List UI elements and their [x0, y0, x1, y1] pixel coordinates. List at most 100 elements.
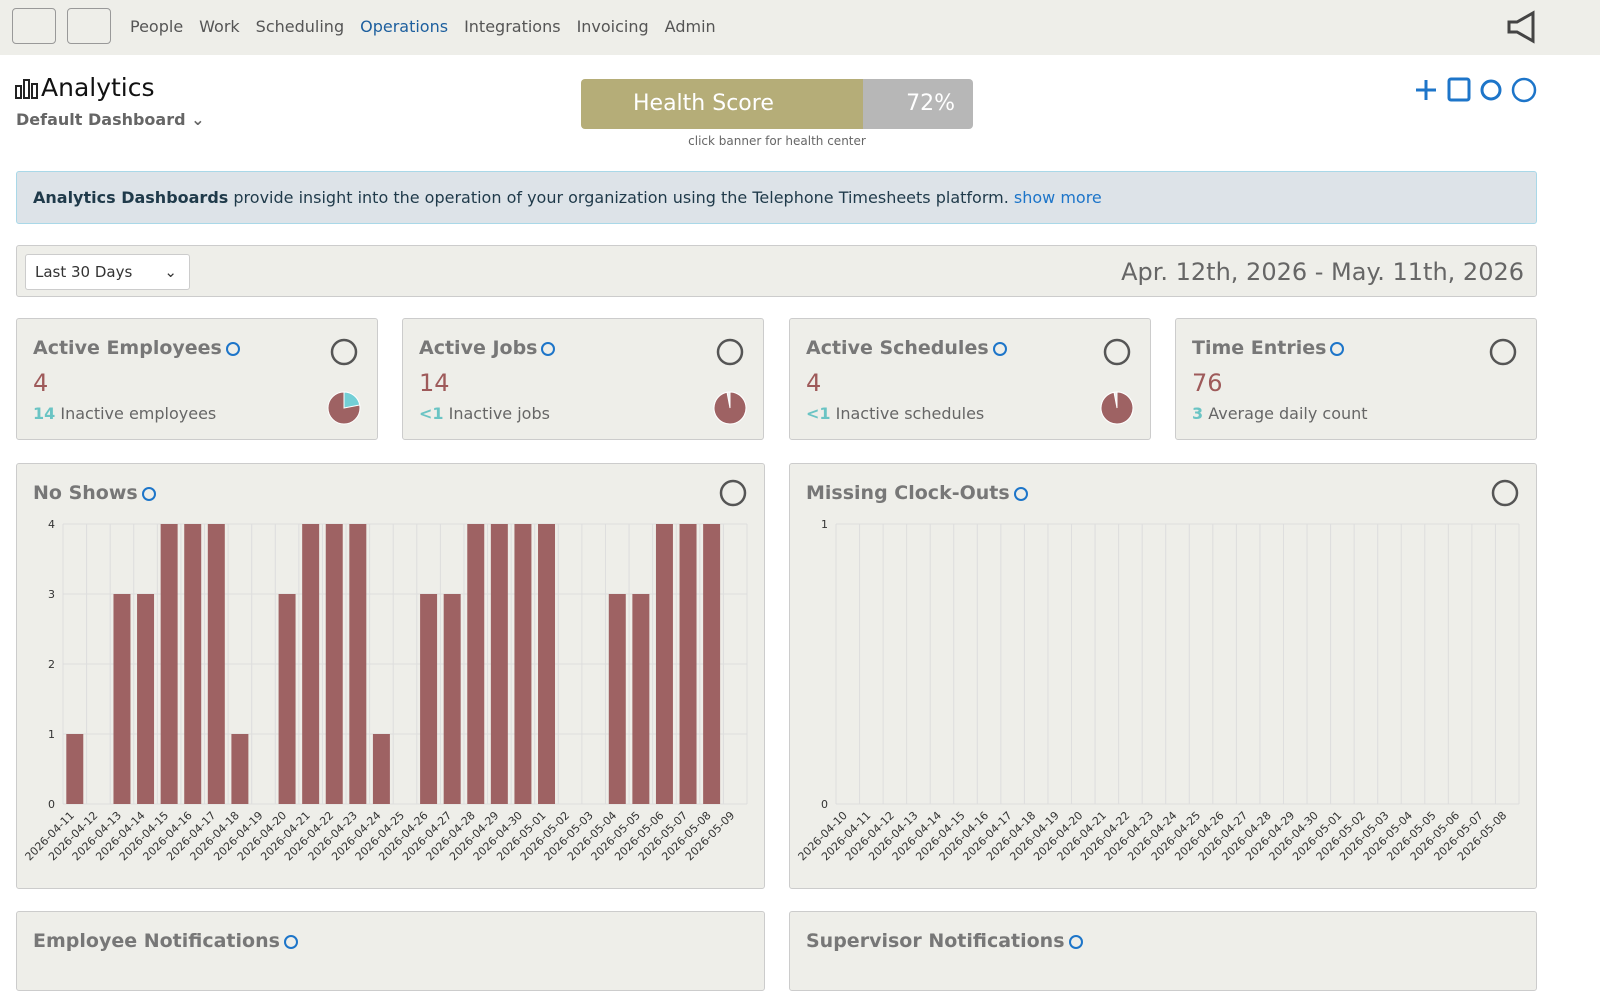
clock-icon: [1491, 479, 1519, 507]
card-sub-label: Inactive schedules: [835, 404, 985, 423]
mini-pie: [713, 391, 747, 425]
help-icon: [141, 486, 156, 501]
nav-items: People Work Scheduling Operations Integratio…: [130, 17, 716, 36]
bar: [349, 524, 367, 804]
bar: [490, 524, 508, 804]
card-sub-value: <1: [806, 404, 831, 423]
nav-item[interactable]: Work: [199, 17, 240, 36]
chart-title-text: Missing Clock-Outs: [806, 482, 1010, 504]
card-title-text: Active Schedules: [806, 337, 989, 359]
card-icon: [1103, 338, 1131, 366]
bar: [420, 594, 438, 804]
help-icon: [992, 341, 1007, 356]
card-sub-value: <1: [419, 404, 444, 423]
range-select-text: Last 30 Days: [35, 263, 133, 281]
menu-button[interactable]: [67, 8, 111, 44]
nav-bar: People Work Scheduling Operations Integratio…: [0, 0, 1600, 55]
y-tick-label: 3: [48, 588, 55, 601]
announce-icon[interactable]: [1505, 10, 1541, 44]
chart-panel: Missing Clock-Outs 0 1 2026-04-10 2026-04-11…: [789, 463, 1537, 889]
info-text: provide insight into the operation of yo…: [233, 188, 1009, 207]
y-tick-label: 1: [821, 518, 828, 531]
toolbar: [1416, 77, 1537, 103]
bar: [207, 524, 225, 804]
card-title: Active Jobs: [419, 337, 556, 359]
chart-title-text: No Shows: [33, 482, 138, 504]
card-icon: [1489, 338, 1517, 366]
y-tick-label: 0: [821, 798, 828, 811]
health-hint: click banner for health center: [688, 134, 866, 148]
chart: 012342026-04-112026-04-122026-04-132026-…: [23, 479, 748, 863]
icon-shape: [1103, 338, 1131, 366]
nav-item[interactable]: Scheduling: [255, 17, 345, 36]
card-value: 4: [806, 369, 822, 397]
card-value: 14: [419, 369, 450, 397]
card-title: Active Schedules: [806, 337, 1007, 359]
pie-slice: [1100, 391, 1134, 425]
home-button[interactable]: [12, 8, 56, 44]
card-sub: <1 Inactive jobs: [419, 404, 550, 423]
y-tick-label: 4: [48, 518, 55, 531]
card-value: 4: [33, 369, 49, 397]
nav-item[interactable]: Invoicing: [576, 17, 649, 36]
card-icon: [330, 338, 358, 366]
dashboard-select[interactable]: Default Dashboard ⌄: [16, 110, 205, 129]
y-tick-label: 2: [48, 658, 55, 671]
bar: [538, 524, 556, 804]
bar: [443, 594, 461, 804]
card: Active Schedules 4 <1 Inactive schedules: [789, 318, 1151, 440]
icon-shape: [1489, 338, 1517, 366]
bar: [655, 524, 673, 804]
page-title: Analytics: [41, 73, 155, 102]
save-button[interactable]: [1447, 77, 1471, 102]
bar: [325, 524, 343, 804]
card-sub-value: 3: [1192, 404, 1204, 423]
y-tick-label: 0: [48, 798, 55, 811]
card-icon: [716, 338, 744, 366]
panel: Employee Notifications: [16, 911, 765, 991]
health-value: 72%: [863, 79, 973, 129]
bar: [137, 594, 155, 804]
icon-shape: [330, 338, 358, 366]
bar: [632, 594, 650, 804]
help-icon: [225, 341, 240, 356]
card-sub: 14 Inactive employees: [33, 404, 216, 423]
show-more[interactable]: show more: [1013, 188, 1102, 207]
info-box: Analytics Dashboards provide insight int…: [16, 171, 1537, 224]
settings-button[interactable]: [1480, 79, 1502, 101]
nav-item[interactable]: Integrations: [464, 17, 561, 36]
bar: [467, 524, 485, 804]
bar: [66, 734, 84, 804]
card-title-text: Active Jobs: [419, 337, 538, 359]
bar: [160, 524, 178, 804]
mini-pie: [1100, 391, 1134, 425]
bar: [679, 524, 697, 804]
y-tick-label: 1: [48, 728, 55, 741]
card-sub-value: 14: [33, 404, 56, 423]
card: Time Entries 76 3 Average daily count: [1175, 318, 1537, 440]
bar: [608, 594, 626, 804]
dashboard-name: Default Dashboard: [16, 110, 186, 129]
nav-item[interactable]: Operations: [360, 17, 449, 36]
panel-title-text: Supervisor Notifications: [806, 930, 1065, 952]
health-banner[interactable]: Health Score 72%: [581, 79, 973, 129]
bar: [302, 524, 320, 804]
analytics-icon: [15, 79, 38, 99]
range-bar: Last 30 Days ⌄ Apr. 12th, 2026 - May. 11t…: [16, 245, 1537, 297]
panel-title: Employee Notifications: [33, 930, 298, 952]
card-title-text: Time Entries: [1192, 337, 1327, 359]
range-select[interactable]: Last 30 Days ⌄: [25, 254, 190, 290]
bar: [113, 594, 131, 804]
help-icon: [541, 341, 556, 356]
card-value: 76: [1192, 369, 1223, 397]
card-sub: 3 Average daily count: [1192, 404, 1368, 423]
nav-item[interactable]: People: [130, 17, 184, 36]
bar: [514, 524, 532, 804]
help-icon: [1330, 341, 1345, 356]
pie-slice: [713, 391, 747, 425]
nav-item[interactable]: Admin: [664, 17, 716, 36]
add-button[interactable]: [1416, 80, 1436, 100]
help-button[interactable]: [1511, 77, 1537, 103]
bar: [703, 524, 721, 804]
chart-title: Missing Clock-Outs: [806, 482, 1028, 504]
